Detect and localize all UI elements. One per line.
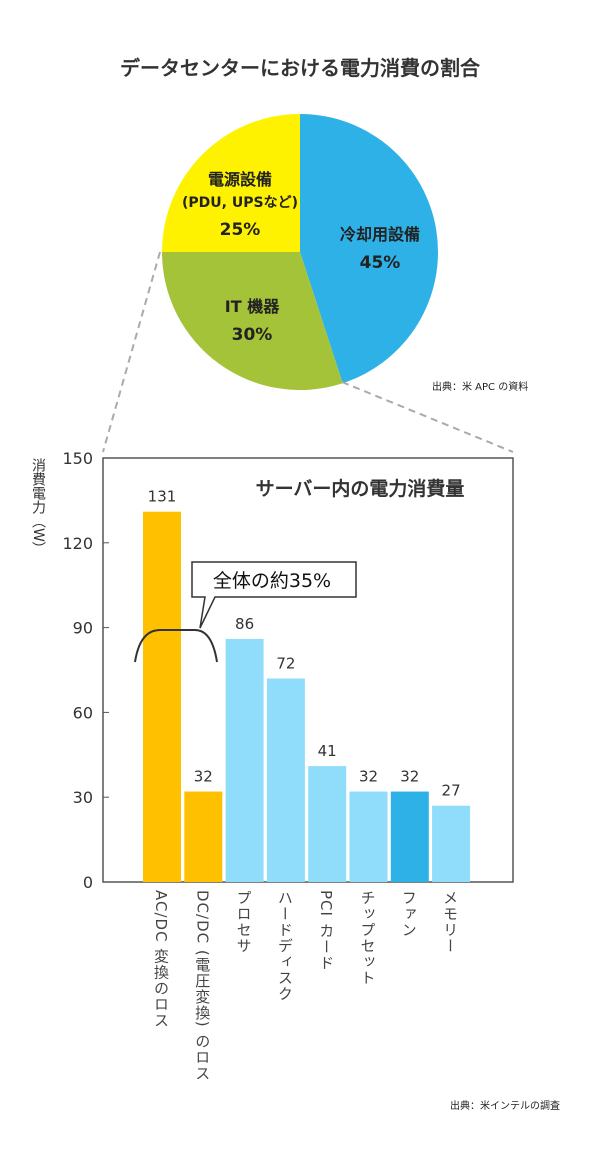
slice-label: 冷却用設備: [340, 225, 420, 244]
x-category-label: PCI カード: [317, 890, 336, 971]
bar-value-label: 41: [318, 742, 337, 760]
annotation-bracket: [134, 629, 218, 663]
bars: 131 32 86 72 41 32 32 27: [143, 488, 471, 882]
slice-sublabel: (PDU, UPSなど): [182, 195, 298, 211]
bar: [184, 791, 223, 882]
slice-label: IT 機器: [225, 297, 280, 316]
bar: [432, 805, 471, 882]
bar: [308, 766, 347, 882]
bar: [225, 638, 264, 882]
x-category-label: ファン: [399, 890, 418, 938]
slice-percent: 30%: [232, 325, 273, 345]
plot-frame: [102, 457, 514, 883]
bar-value-label: 32: [400, 768, 419, 786]
pie-source: 出典：米 APC の資料: [432, 382, 529, 393]
slice-percent: 45%: [360, 253, 401, 273]
bar-value-label: 32: [359, 768, 378, 786]
pie-slice: [162, 114, 300, 252]
y-tick-label: 150: [62, 449, 93, 468]
bar-title: サーバー内の電力消費量: [256, 477, 465, 500]
y-axis: 0 30 60 90 120 150: [62, 449, 109, 892]
y-axis-label: 消費電力（W）: [30, 458, 46, 556]
slice-percent: 25%: [220, 220, 261, 240]
pie-slice: [300, 114, 438, 384]
pie-slice: [162, 252, 343, 390]
bar-value-label: 27: [442, 782, 461, 800]
x-category-label: AC/DC 変換のロス: [152, 890, 170, 1029]
bar: [390, 791, 429, 882]
bar-value-label: 32: [194, 768, 213, 786]
y-tick-label: 0: [83, 873, 93, 892]
y-tick-label: 30: [73, 788, 93, 807]
pie-chart: 冷却用設備 45% IT 機器 30% 電源設備 (PDU, UPSなど) 25%: [162, 114, 438, 390]
x-category-label: メモリー: [441, 890, 460, 954]
x-category-label: DC/DC (電圧変換) のロス: [193, 890, 212, 1082]
bar-source: 出典：米インテルの調査: [450, 1101, 560, 1112]
x-category-label: チップセット: [358, 890, 377, 986]
x-category-label: ハードディスク: [275, 890, 294, 1002]
bar: [266, 678, 305, 882]
annotation-text: 全体の約35%: [213, 570, 331, 592]
bar-value-label: 86: [235, 615, 254, 633]
slice-label: 電源設備: [208, 170, 272, 189]
bar: [349, 791, 388, 882]
connector-line-left: [102, 251, 161, 453]
pie-title: データセンターにおける電力消費の割合: [120, 56, 481, 80]
y-tick-label: 90: [73, 619, 93, 638]
connector-line-right: [341, 381, 514, 453]
x-category-label: プロセサ: [234, 890, 253, 954]
y-tick-label: 60: [73, 703, 93, 722]
bar: [143, 511, 181, 882]
annotation-callout: [191, 561, 357, 629]
bar-value-label: 72: [276, 654, 295, 672]
y-tick-label: 120: [62, 534, 93, 553]
bar-value-label: 131: [148, 488, 177, 506]
